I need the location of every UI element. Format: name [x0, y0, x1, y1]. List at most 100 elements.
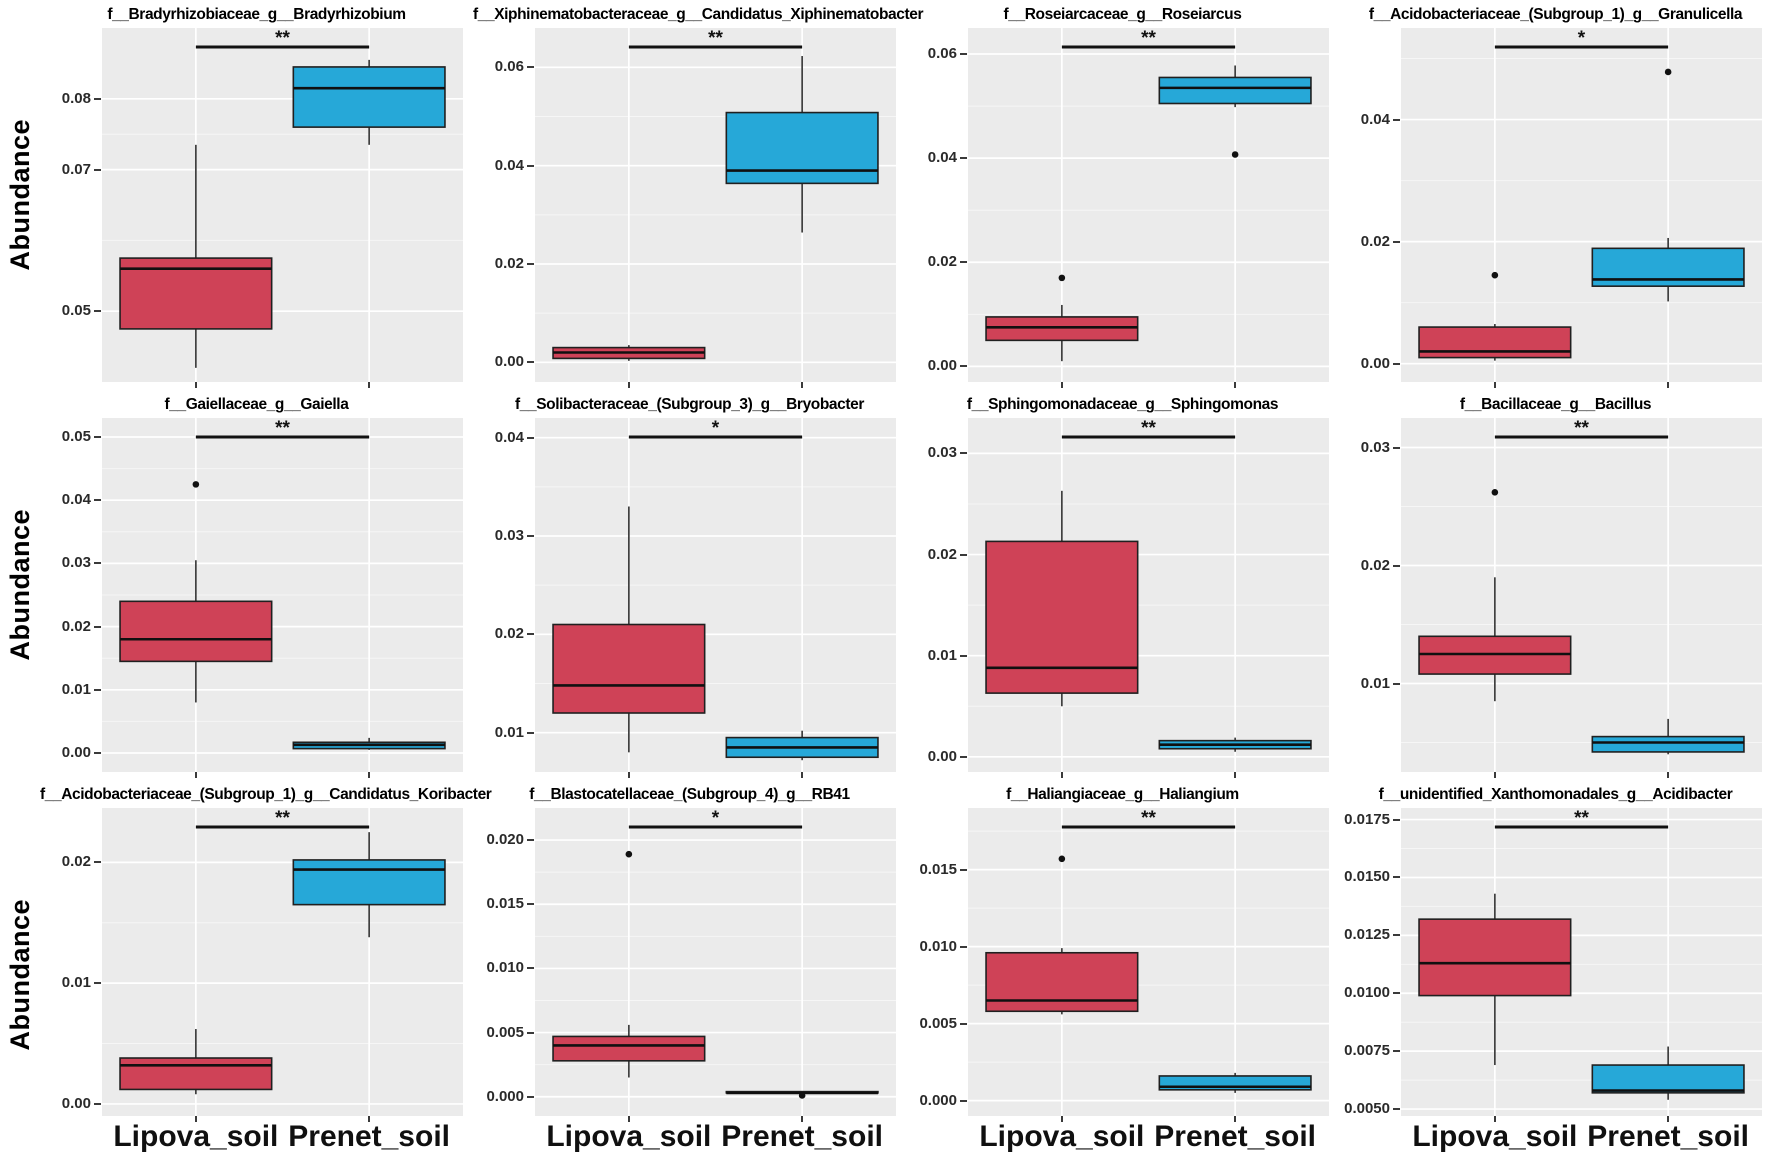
y-axis-tick: [527, 633, 534, 636]
boxplot-panel: f__Gaiellaceae_g__Gaiella 0.00 0.01 0.02 0.…: [40, 390, 473, 780]
y-axis-tick-label: 0.06: [494, 58, 524, 76]
y-axis-tick-label: 0.04: [494, 428, 524, 446]
boxplot-svg: **: [102, 808, 463, 1116]
y-axis-tick-label: 0.02: [61, 617, 91, 635]
y-axis-tick-label: 0.05: [61, 302, 91, 320]
x-axis-tick: [1060, 772, 1063, 778]
outlier-point: [1664, 68, 1672, 76]
figure-row-2: Abundance f__Gaiellaceae_g__Gaiella 0.00…: [0, 390, 1772, 780]
panel-title: f__Bradyrhizobiaceae_g__Bradyrhizobium: [107, 6, 406, 23]
x-axis-tick: [1060, 382, 1063, 388]
x-axis-tick: [801, 382, 804, 388]
figure-row-3: Abundance f__Acidobacteriaceae_(Subgroup…: [0, 780, 1772, 1170]
panel-background: [535, 418, 896, 772]
outlier-point: [1058, 855, 1066, 863]
plot-area: **: [968, 418, 1329, 778]
boxplot-svg: *: [535, 418, 896, 772]
x-axis-tick: [368, 1116, 371, 1122]
boxplot-svg: *: [535, 808, 896, 1116]
y-axis-tick-label: 0.0175: [1344, 810, 1390, 828]
y-axis-tick-label: 0.020: [486, 831, 524, 849]
y-axis-tick-label: 0.08: [61, 89, 91, 107]
y-axis-tick-label: 0.04: [927, 149, 957, 167]
y-axis-tick: [960, 1022, 967, 1025]
y-axis-tick: [960, 261, 967, 264]
x-axis-label-prenet-soil: Prenet_soil: [1154, 1120, 1316, 1153]
plot-area: *: [535, 418, 896, 778]
y-axis-tick: [1393, 240, 1400, 243]
x-axis-tick: [1234, 382, 1237, 388]
y-axis-tick: [527, 66, 534, 69]
y-axis-tick: [960, 654, 967, 657]
boxplot-panel: f__Bradyrhizobiaceae_g__Bradyrhizobium 0…: [40, 0, 473, 390]
y-axis-tick-label: 0.00: [494, 353, 524, 371]
significance-stars: **: [708, 28, 723, 49]
box-prenet: [725, 111, 879, 185]
box-prenet: [1591, 735, 1745, 753]
boxplot-panel: f__Blastocatellaceae_(Subgroup_4)_g__RB4…: [473, 780, 906, 1170]
boxplot-panel: f__Haliangiaceae_g__Haliangium 0.000 0.00…: [906, 780, 1339, 1170]
x-axis-tick: [194, 1116, 197, 1122]
y-axis-tick-label: 0.01: [927, 646, 957, 664]
y-axis-tick-column: 0.00 0.01 0.02: [40, 808, 102, 1116]
y-axis-tick: [94, 168, 101, 171]
plot-area: **: [1401, 418, 1762, 778]
y-axis-tick-label: 0.03: [61, 554, 91, 572]
box-prenet: [1158, 76, 1312, 105]
boxplot-svg: **: [968, 808, 1329, 1116]
y-axis-tick-column: 0.00 0.02 0.04 0.06: [473, 28, 535, 382]
y-axis-tick: [527, 731, 534, 734]
y-axis-tick-label: 0.000: [919, 1091, 957, 1109]
y-axis-tick: [94, 752, 101, 755]
y-axis-tick-label: 0.01: [494, 723, 524, 741]
panel-title: f__Acidobacteriaceae_(Subgroup_1)_g__Gra…: [1368, 6, 1743, 23]
x-axis-label-row: Lipova_soil Prenet_soil: [535, 1116, 896, 1162]
plot-area: **: [968, 808, 1329, 1122]
y-axis-tick-label: 0.02: [1360, 556, 1390, 574]
y-axis-tick: [527, 361, 534, 364]
y-axis-tick: [1393, 992, 1400, 995]
box-prenet: [1591, 1064, 1745, 1094]
y-axis-tick-column: 0.00 0.01 0.02 0.03: [906, 418, 968, 772]
boxplot-panel: f__Xiphinematobacteraceae_g__Candidatus_…: [473, 0, 924, 390]
panel-title: f__Haliangiaceae_g__Haliangium: [1006, 786, 1239, 803]
panel-background: [1401, 28, 1762, 382]
boxplot-panel: f__Bacillaceae_g__Bacillus 0.01 0.02 0.03 …: [1339, 390, 1772, 780]
panel-title: f__Xiphinematobacteraceae_g__Candidatus_…: [473, 6, 924, 23]
x-axis-label-row: Lipova_soil Prenet_soil: [968, 1116, 1329, 1162]
plot-area: **: [968, 28, 1329, 388]
y-axis-tick-label: 0.04: [1360, 110, 1390, 128]
y-axis-tick-column: 0.00 0.01 0.02 0.03 0.04 0.05: [40, 418, 102, 772]
significance-stars: **: [275, 418, 290, 439]
y-axis-tick: [527, 839, 534, 842]
box-lipova: [985, 316, 1139, 342]
y-axis-tick: [1393, 876, 1400, 879]
y-axis-tick-label: 0.005: [486, 1023, 524, 1041]
y-axis-tick-label: 0.01: [1360, 674, 1390, 692]
significance-stars: **: [1141, 28, 1156, 49]
y-axis-tick-column: 0.000 0.005 0.010 0.015 0.020: [473, 808, 535, 1116]
y-axis-tick-label: 0.00: [61, 744, 91, 762]
y-axis-tick: [960, 945, 967, 948]
y-axis-tick: [527, 436, 534, 439]
y-axis-tick: [527, 903, 534, 906]
y-axis-tick-label: 0.000: [486, 1087, 524, 1105]
box-lipova: [552, 1035, 706, 1062]
y-axis-tick-label: 0.03: [494, 527, 524, 544]
box-lipova: [552, 623, 706, 714]
boxplot-svg: **: [1401, 418, 1762, 772]
x-axis-tick: [368, 382, 371, 388]
y-axis-tick-label: 0.07: [61, 160, 91, 178]
panel-title: f__Acidobacteriaceae_(Subgroup_1)_g__Can…: [40, 786, 492, 803]
y-axis-tick: [960, 365, 967, 368]
x-axis-label-row: Lipova_soil Prenet_soil: [102, 1116, 463, 1162]
y-axis-tick-label: 0.03: [1360, 438, 1390, 456]
boxplot-svg: **: [1401, 808, 1762, 1116]
plot-area: **: [535, 28, 896, 388]
x-axis-tick: [194, 772, 197, 778]
y-axis-tick-label: 0.0075: [1344, 1042, 1390, 1060]
box-lipova: [119, 1057, 273, 1091]
box-lipova: [985, 540, 1139, 694]
panel-row: f__Gaiellaceae_g__Gaiella 0.00 0.01 0.02 0.…: [40, 390, 1772, 780]
